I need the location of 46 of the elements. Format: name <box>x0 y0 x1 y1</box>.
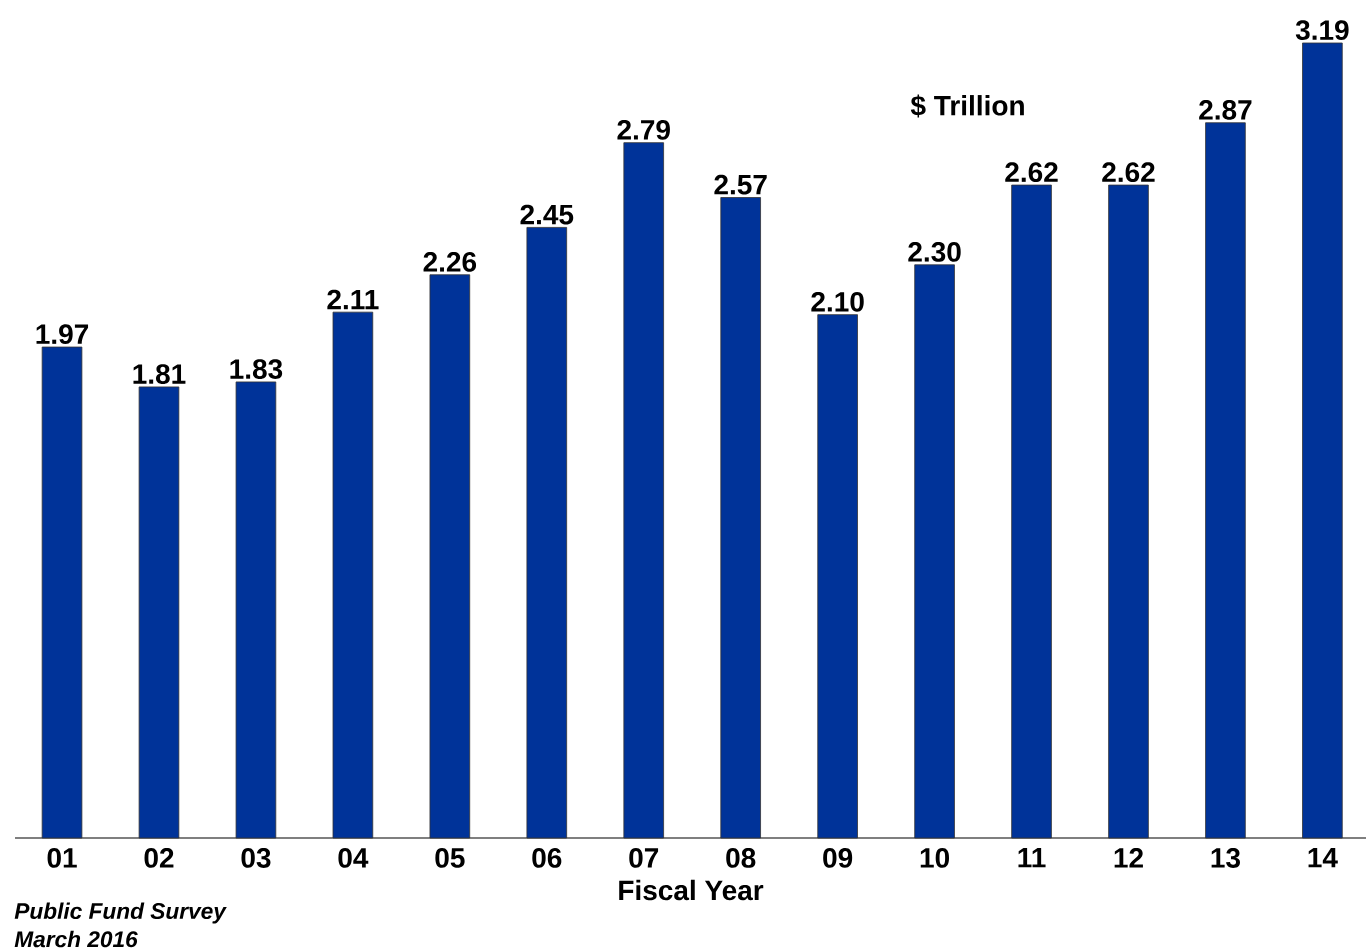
bar <box>623 142 665 839</box>
text: March 2016 <box>14 930 138 948</box>
data-label: 1.81 <box>133 364 186 384</box>
data-label: 2.87 <box>1199 99 1252 120</box>
data-label: 1.83 <box>230 359 283 379</box>
bar <box>526 227 568 839</box>
data-label: 1.97 <box>36 324 89 345</box>
x-tick-label: 02 <box>144 848 174 868</box>
bar <box>817 314 858 839</box>
data-label: 2.10 <box>811 291 864 312</box>
bar <box>1302 42 1343 839</box>
data-label: 2.45 <box>520 204 574 225</box>
data-label: 3.19 <box>1295 20 1349 41</box>
x-axis-title: Fiscal Year <box>619 879 764 901</box>
x-tick-label: 06 <box>532 848 562 868</box>
data-label: 2.79 <box>617 119 670 140</box>
x-tick-label: 12 <box>1114 848 1143 868</box>
x-tick-label: 13 <box>1211 848 1240 868</box>
bar <box>429 274 471 839</box>
data-label: 2.26 <box>423 252 477 272</box>
x-tick-label: 04 <box>338 848 369 868</box>
x-tick-label: 14 <box>1308 848 1338 868</box>
text: Public Fund Survey <box>14 902 227 924</box>
data-label: 2.11 <box>327 289 379 310</box>
bar <box>138 386 180 839</box>
bar <box>332 311 374 839</box>
bar <box>720 197 761 839</box>
data-label: 2.62 <box>1102 162 1155 183</box>
x-tick-label: 11 <box>1018 848 1046 868</box>
bar <box>1108 184 1149 839</box>
bar <box>235 381 277 839</box>
x-tick-label: 08 <box>726 848 756 868</box>
x-tick-label: 03 <box>241 848 271 868</box>
data-label: 2.62 <box>1005 162 1058 183</box>
x-tick-label: 01 <box>47 848 77 868</box>
y-axis-title: $ Trillion <box>910 94 1024 118</box>
data-label: 2.57 <box>714 174 767 195</box>
bar <box>914 264 955 839</box>
x-tick-label: 10 <box>920 848 950 868</box>
bar <box>1011 184 1052 839</box>
x-tick-label: 05 <box>435 848 465 868</box>
data-label: 2.30 <box>908 242 961 262</box>
x-tick-label: 09 <box>823 848 853 868</box>
bar <box>1205 122 1246 839</box>
x-tick-label: 07 <box>629 848 659 868</box>
bar <box>41 346 83 839</box>
